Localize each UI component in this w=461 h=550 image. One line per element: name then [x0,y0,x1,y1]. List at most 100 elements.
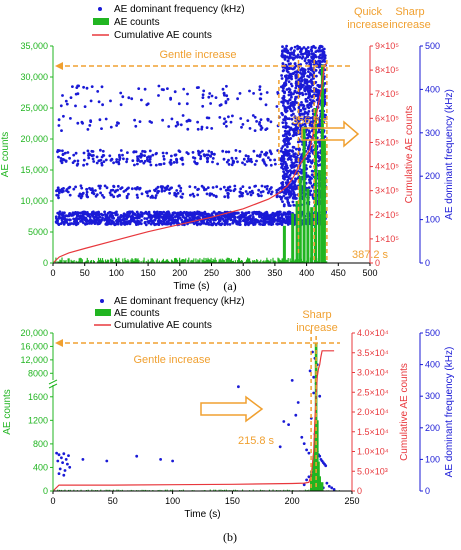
frequency-point [292,193,296,197]
frequency-point [300,47,304,51]
count-bar [252,489,254,491]
frequency-point [191,156,195,159]
frequency-point [159,220,163,223]
frequency-point [60,129,63,133]
frequency-point [111,216,115,220]
frequency-point [310,161,314,165]
frequency-point [57,472,61,475]
frequency-point [77,84,80,88]
count-bar [266,257,268,263]
count-bar [245,261,247,263]
count-bar [277,257,279,263]
frequency-point [279,149,283,153]
frequency-point [286,136,290,140]
frequency-point [119,149,123,152]
frequency-point [116,121,119,125]
frequency-point [312,375,316,379]
frequency-point [283,138,286,141]
frequency-point [169,223,173,226]
count-bar [247,257,249,263]
frequency-point [287,76,291,80]
frequency-point [210,126,214,130]
frequency-point [100,163,104,167]
frequency-point [312,56,315,59]
count-bar [170,489,172,491]
frequency-point [74,151,78,155]
frequency-point [305,448,308,452]
frequency-point [278,187,282,190]
frequency-point [76,121,80,125]
frequency-point [167,125,171,128]
frequency-point [162,213,166,217]
frequency-point [300,435,304,439]
frequency-point [312,71,316,75]
y-left-label: AE counts [2,389,13,435]
count-bar [98,260,101,263]
frequency-point [196,193,200,197]
frequency-point [170,162,173,165]
frequency-point [252,92,256,95]
count-bar [59,259,61,263]
frequency-point [246,119,250,122]
frequency-point [281,45,284,49]
frequency-point [282,160,286,164]
frequency-point [85,222,89,225]
frequency-point [289,67,293,70]
frequency-point [158,214,162,218]
frequency-point [206,222,210,226]
frequency-point [227,163,231,166]
frequency-point [307,146,310,150]
frequency-point [99,212,103,216]
frequency-point [210,150,214,154]
frequency-point [291,122,295,126]
frequency-point [275,195,279,199]
frequency-point [264,153,268,157]
frequency-point [289,194,293,197]
frequency-point [281,89,285,93]
count-bar [224,489,226,491]
frequency-point [162,154,166,158]
frequency-point [172,161,176,164]
frequency-point [211,223,215,226]
frequency-point [302,75,306,78]
frequency-point [212,194,216,197]
frequency-point [298,55,302,59]
frequency-point [243,163,247,166]
frequency-point [99,184,102,188]
frequency-point [193,185,197,189]
frequency-point [166,222,170,226]
frequency-point [289,91,293,95]
frequency-point [284,79,288,82]
frequency-point [85,86,89,90]
frequency-point [69,96,73,99]
count-bar [191,259,193,263]
y-left-tick-label: 15,000 [20,165,48,175]
frequency-point [253,115,257,119]
frequency-point [110,193,114,197]
frequency-point [289,93,293,97]
frequency-point [121,221,125,225]
frequency-point [85,193,89,197]
count-bar [256,259,258,263]
frequency-point [206,157,209,161]
frequency-point [54,221,58,224]
frequency-point [221,217,225,221]
frequency-point [112,161,115,165]
frequency-point [157,94,160,97]
x-tick-label: 250 [344,496,359,506]
frequency-point [323,56,327,60]
frequency-point [272,215,275,219]
frequency-point [258,155,261,158]
count-bar [326,261,328,263]
frequency-point [287,93,291,97]
frequency-point [143,212,147,215]
count-bar [121,489,123,491]
y-right2-tick-label: 300 [425,128,440,138]
frequency-point [260,126,264,130]
count-bar [149,261,151,263]
frequency-point [148,219,152,223]
frequency-point [86,149,90,153]
frequency-point [275,222,278,226]
frequency-point [255,120,258,123]
frequency-point [308,102,312,105]
